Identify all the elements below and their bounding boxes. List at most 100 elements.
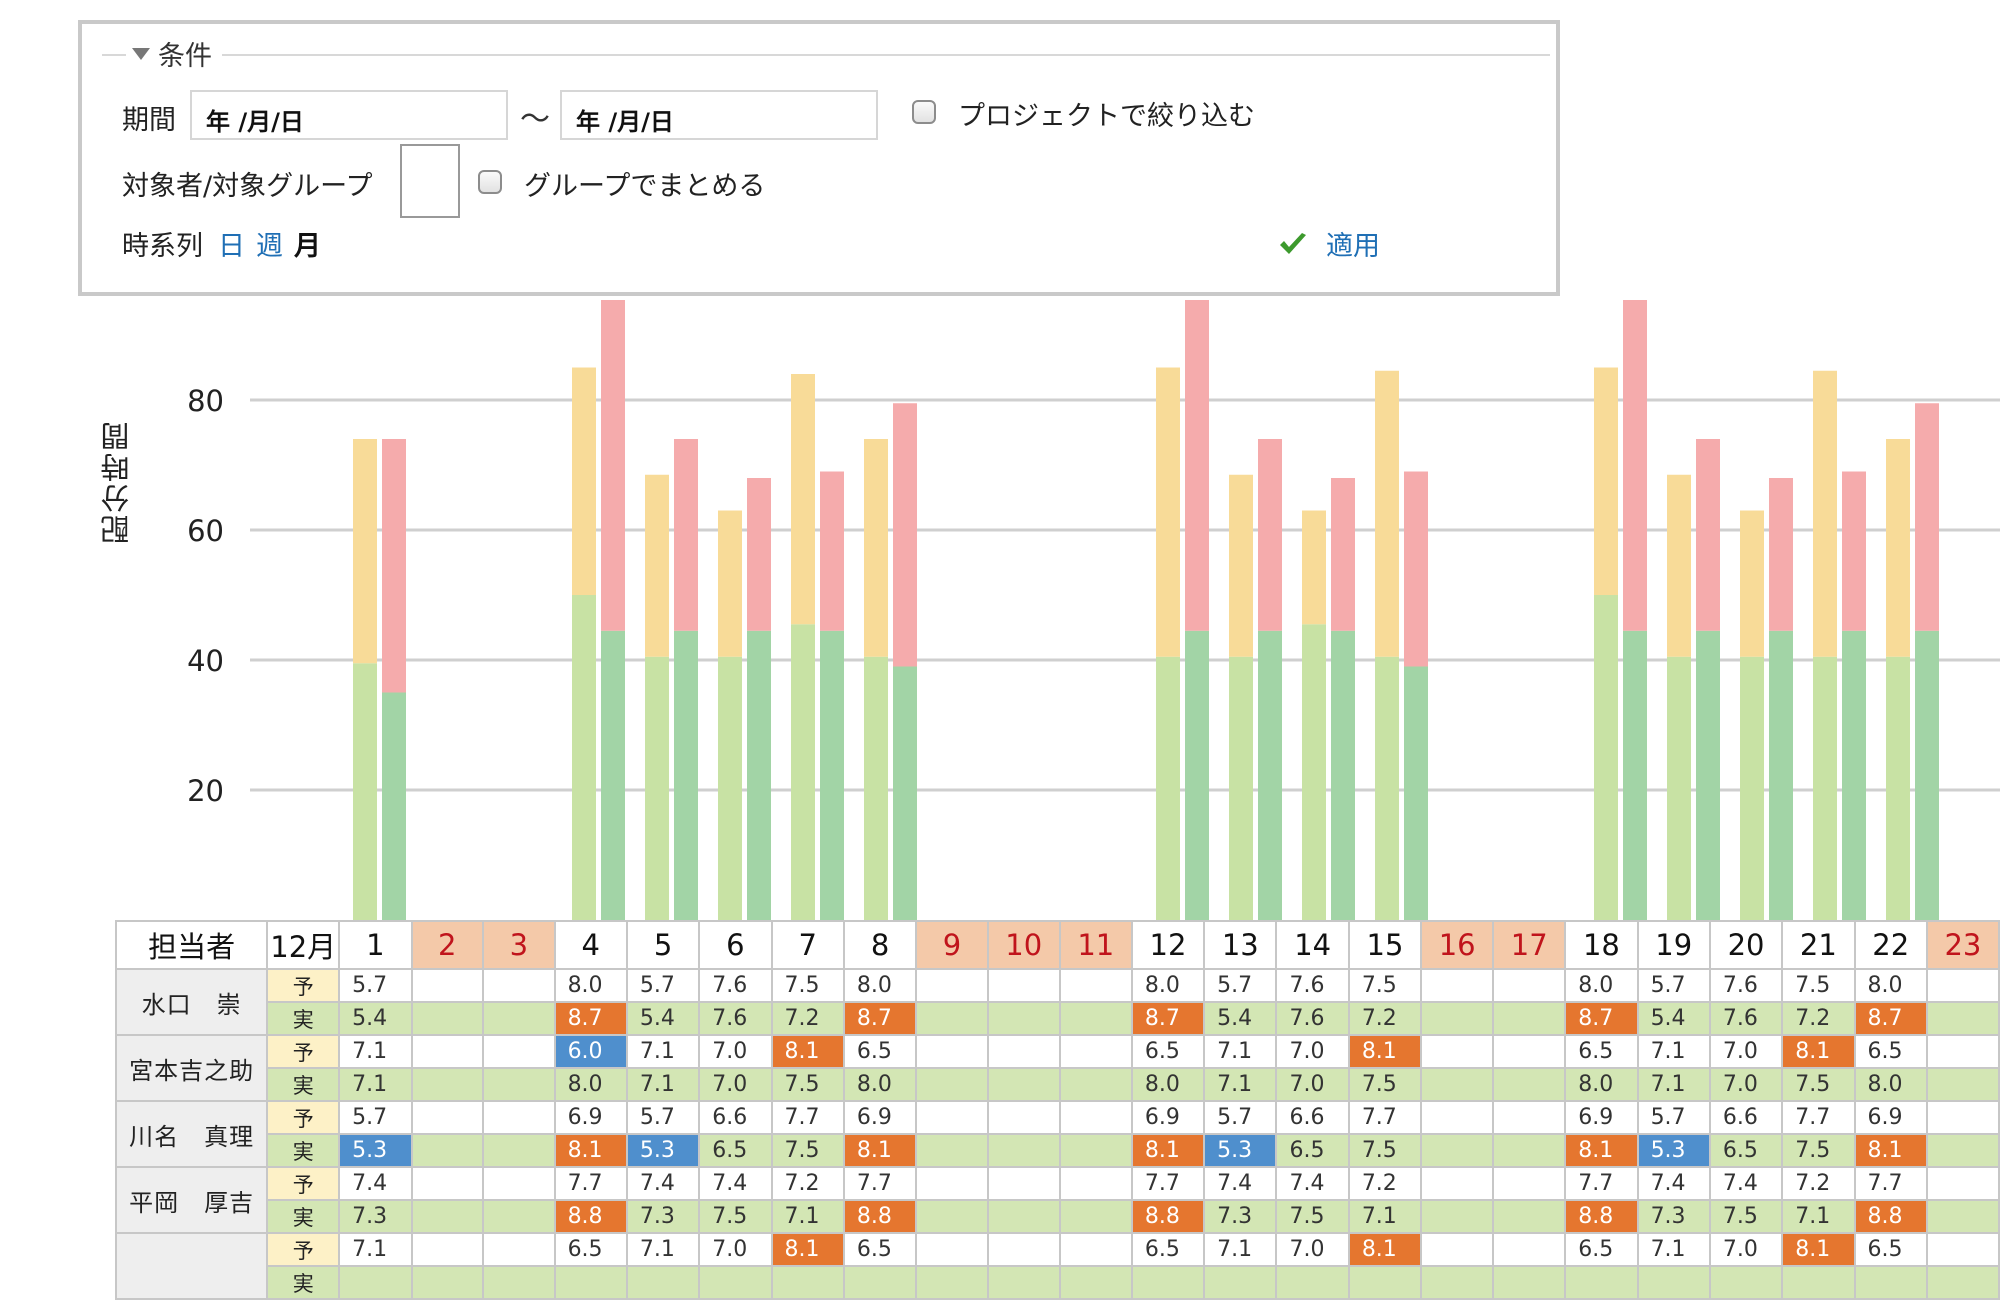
hours-cell: [553, 1265, 628, 1300]
bar-segment-top: [864, 439, 888, 657]
day-column-header: 11: [1058, 920, 1133, 970]
y-tick-label: 60: [187, 514, 224, 548]
actual-label: 実: [266, 1133, 341, 1168]
series-week-link[interactable]: 週: [256, 231, 283, 262]
hours-cell: 7.5: [1781, 1067, 1856, 1102]
hours-cell: [1853, 1265, 1928, 1300]
hours-cell: 6.6: [698, 1100, 773, 1135]
hours-cell: [482, 1166, 556, 1201]
day-column-header: 4: [553, 920, 628, 970]
actual-label: 実: [266, 1067, 341, 1102]
bar-segment-bottom: [572, 595, 596, 920]
hours-cell: 8.0: [842, 1067, 918, 1102]
hours-cell: [482, 1067, 556, 1102]
hours-cell: 5.7: [1203, 1100, 1278, 1135]
member-name: 平岡 厚吉: [114, 1166, 269, 1234]
hours-cell: [1925, 1166, 2000, 1201]
hours-cell: 5.7: [1203, 968, 1278, 1003]
month-column-header: 12月: [266, 920, 341, 970]
conditions-toggle[interactable]: 条件: [126, 34, 222, 73]
table-row: 水口 崇予 5.7 8.0 5.7 7.6 7.5 8.0 8.0 5.7 7.6 7.5 8.0 5.…: [114, 968, 2000, 1036]
end-date-input[interactable]: 年 /月/日: [560, 90, 878, 140]
bar-segment-bottom: [1915, 630, 1939, 920]
hours-cell: 8.1: [553, 1133, 628, 1168]
allocation-bar-chart: 20 40 60 80: [187, 300, 2000, 920]
hours-cell: 7.1: [625, 1067, 701, 1102]
hours-cell: 7.6: [1275, 968, 1350, 1003]
bar-segment-bottom: [382, 692, 406, 920]
table-row: 宮本吉之助予 7.1 6.0 7.1 7.0 8.1 6.5 6.5 7.1 7.0 8.1 6.5 7…: [114, 1034, 2000, 1102]
bar-segment-bottom: [645, 656, 669, 920]
hours-cell: [410, 1265, 485, 1300]
plan-label: 予: [266, 1034, 341, 1069]
hours-cell: 7.0: [1708, 1034, 1784, 1069]
bar-segment-top: [1156, 367, 1180, 657]
bar-segment-bottom: [1842, 630, 1866, 920]
hours-cell: 6.0: [553, 1034, 628, 1069]
hours-cell: [410, 968, 485, 1003]
hours-cell: 7.6: [1708, 968, 1784, 1003]
series-day-link[interactable]: 日: [218, 231, 245, 262]
hours-cell: 7.5: [770, 968, 845, 1003]
hours-cell: 7.1: [625, 1034, 701, 1069]
hours-cell: 7.5: [1347, 968, 1423, 1003]
hours-cell: 7.2: [1347, 1166, 1423, 1201]
hours-cell: [1492, 1001, 1567, 1036]
hours-cell: 7.1: [1203, 1034, 1278, 1069]
hours-cell: 5.4: [1203, 1001, 1278, 1036]
hours-cell: [1492, 1166, 1567, 1201]
day-column-header: 5: [625, 920, 701, 970]
bar-segment-bottom: [1623, 630, 1647, 920]
table-row: 実 5.3 8.1 5.3 6.5 7.5 8.1 8.1 5.3 6.5 7.5 8.1 5.3 6.5…: [116, 1133, 2000, 1168]
hours-cell: 7.1: [770, 1199, 845, 1234]
table-row: 実: [116, 1265, 2000, 1300]
day-column-header: 6: [698, 920, 773, 970]
day-column-header: 9: [915, 920, 989, 970]
hours-cell: [1564, 1265, 1639, 1300]
member-name: [114, 1232, 269, 1300]
project-filter-checkbox[interactable]: [912, 100, 936, 124]
bar-segment-bottom: [1302, 624, 1326, 920]
hours-cell: [1420, 1001, 1495, 1036]
hours-cell: 7.7: [770, 1100, 845, 1135]
hours-cell: [842, 1265, 918, 1300]
hours-cell: 7.7: [553, 1166, 628, 1201]
day-column-header: 21: [1781, 920, 1856, 970]
hours-cell: [410, 1034, 485, 1069]
hours-cell: 7.2: [1781, 1166, 1856, 1201]
hours-cell: [986, 968, 1061, 1003]
bar-segment-bottom: [1331, 630, 1355, 920]
hours-cell: [1058, 1034, 1133, 1069]
hours-cell: 8.8: [1564, 1199, 1639, 1234]
hours-cell: 7.0: [698, 1067, 773, 1102]
bar-segment-bottom: [1886, 656, 1910, 920]
bar-segment-top: [1740, 510, 1764, 657]
hours-cell: 7.5: [770, 1067, 845, 1102]
plan-label: 予: [266, 1166, 341, 1201]
target-select[interactable]: [400, 144, 460, 218]
start-date-input[interactable]: 年 /月/日: [190, 90, 508, 140]
hours-cell: 6.5: [1130, 1034, 1206, 1069]
hours-cell: 7.4: [1636, 1166, 1711, 1201]
hours-cell: 7.3: [338, 1199, 413, 1234]
hours-cell: [1058, 1199, 1133, 1234]
hours-cell: 6.6: [1275, 1100, 1350, 1135]
hours-cell: 5.7: [1636, 1100, 1711, 1135]
bar-segment-bottom: [1258, 630, 1282, 920]
group-checkbox[interactable]: [478, 170, 502, 194]
hours-cell: 8.1: [1853, 1133, 1928, 1168]
bar-segment-bottom: [674, 630, 698, 920]
hours-cell: [338, 1265, 413, 1300]
hours-cell: [1058, 1100, 1133, 1135]
hours-cell: [1925, 1199, 2000, 1234]
hours-cell: 5.3: [1636, 1133, 1711, 1168]
bar-segment-top: [718, 510, 742, 657]
bar-segment-top: [893, 403, 917, 667]
bar-segment-top: [820, 471, 844, 631]
hours-cell: 7.7: [1347, 1100, 1423, 1135]
hours-cell: [1420, 1100, 1495, 1135]
hours-cell: [482, 1100, 556, 1135]
series-label: 時系列: [122, 231, 203, 262]
day-column-header: 8: [842, 920, 918, 970]
apply-button[interactable]: 適用: [1278, 224, 1380, 263]
